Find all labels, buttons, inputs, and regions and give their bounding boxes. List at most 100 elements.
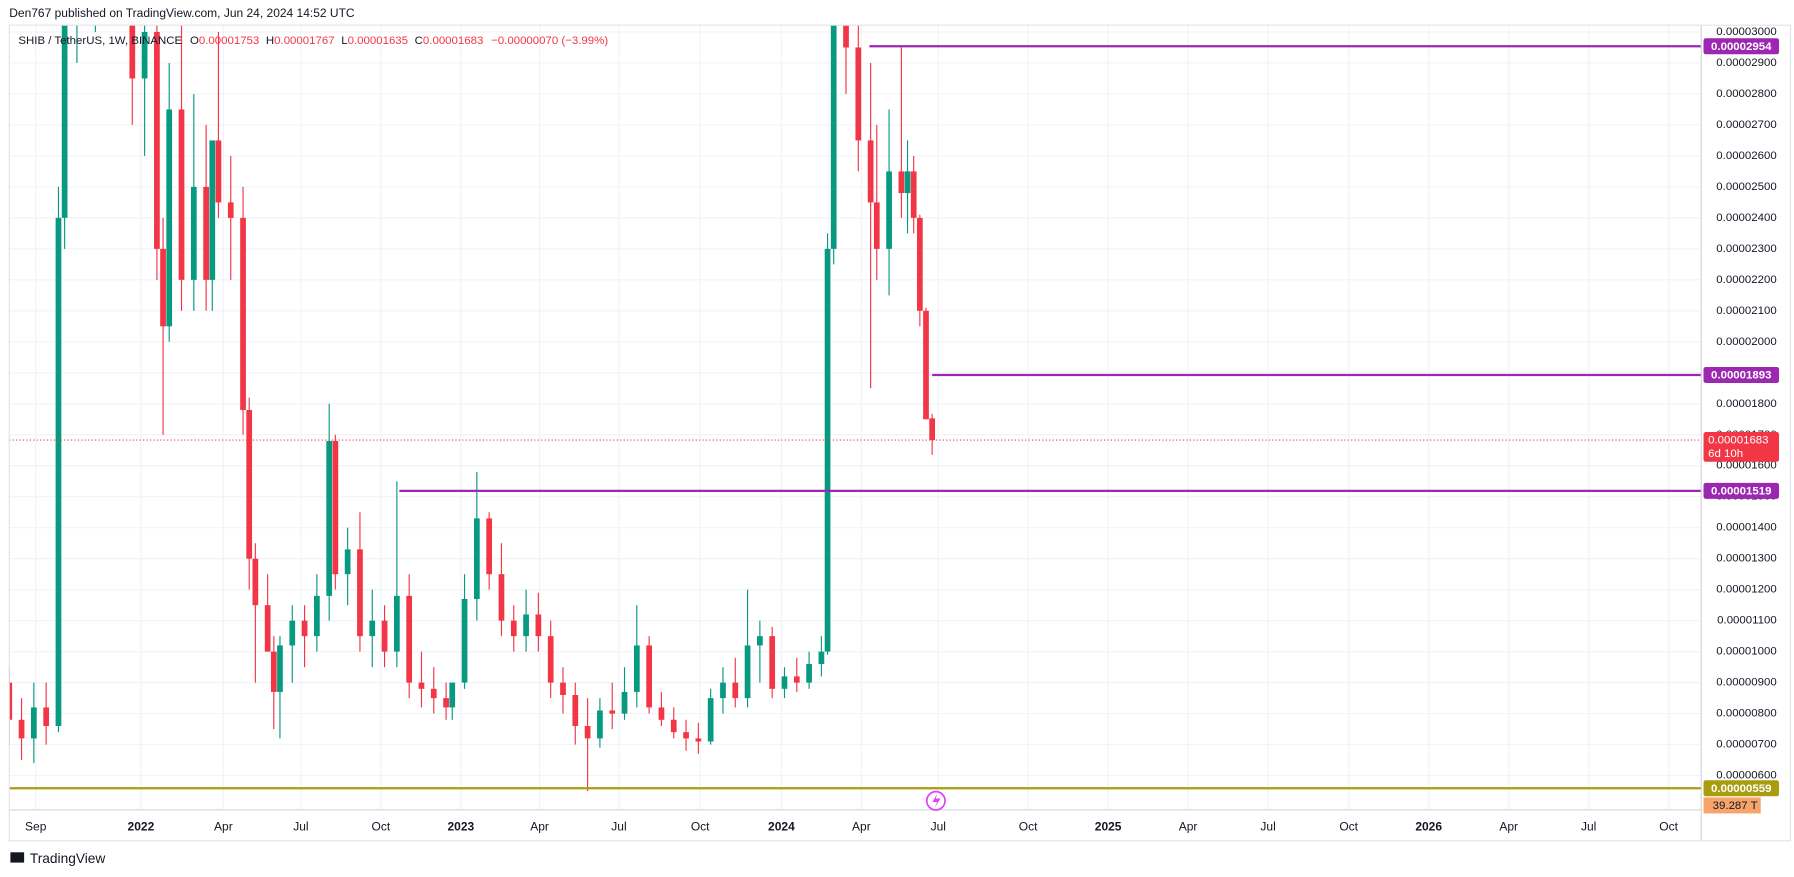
candle-body [658,707,665,720]
candle-body [357,549,363,637]
level-label-box [1703,38,1780,55]
candle-body [277,645,283,692]
candle-body [781,676,788,689]
x-tick-label: 2024 [768,819,795,833]
brand[interactable]: TradingView [30,851,106,866]
x-tick-label: Oct [691,819,710,833]
level-label: 0.00002954 [1711,41,1772,53]
candle-body [166,109,173,327]
candle-body [369,620,376,637]
candle-body [30,707,37,739]
candle-body [209,140,216,280]
candle-body [757,636,763,646]
x-tick-label: Oct [1659,819,1678,833]
candle-body [160,248,166,327]
x-tick-label: Jul [293,819,308,833]
level-label-box [1703,482,1780,499]
c-value: 0.00001683 [423,35,483,47]
brand-logo [10,852,25,863]
frame [8,24,1792,842]
candle-body [61,25,68,218]
candle-body [535,614,542,637]
candle-body [523,614,529,637]
byline: Den767 published on TradingView.com, Jun… [9,6,355,20]
candle-body [929,418,936,441]
l-key: L [341,35,347,47]
candle-body [633,645,640,692]
x-tick-label: Apr [1499,819,1518,833]
candle-body [670,719,677,733]
x-tick-label: 2026 [1415,819,1442,833]
candle-body [264,605,271,652]
candle-body [301,620,308,637]
y-tick-label: 0.00001300 [1716,553,1776,565]
candle-body [178,109,185,280]
candle-body [818,651,825,665]
x-tick-label: Apr [1179,819,1198,833]
y-tick-label: 0.00000700 [1716,739,1776,751]
countdown: 6d 10h [1708,448,1743,460]
candle-body [597,710,603,739]
candle-body [190,186,197,280]
candle-body [609,710,616,714]
candle-body [246,409,253,559]
x-tick-label: Oct [372,819,391,833]
candle-body [394,595,400,652]
candle-body [855,47,862,141]
candle-body [498,574,505,621]
y-tick-label: 0.00002700 [1716,119,1776,131]
candle-body [129,25,136,79]
y-tick-label: 0.00000600 [1716,770,1776,782]
x-tick-label: Apr [214,819,233,833]
candle-body [769,636,776,689]
candle-body [744,645,751,699]
y-tick-label: 0.00000800 [1716,708,1776,720]
x-tick-label: Jul [1260,819,1275,833]
h-value: 0.00001767 [274,35,334,47]
y-tick-label: 0.00002400 [1716,212,1776,224]
candle-body [18,719,25,739]
o-key: O [190,35,199,47]
candle-body [326,440,333,596]
candle-body [806,664,812,683]
y-tick-label: 0.00001000 [1716,646,1776,658]
candle-body [332,440,339,575]
y-tick-label: 0.00002500 [1716,181,1776,193]
candle-body [707,698,714,742]
change: −0.00000070 (−3.99%) [491,35,608,47]
candle-body [695,738,702,742]
x-tick-label: 2023 [448,819,475,833]
y-tick-label: 0.00001800 [1716,398,1776,410]
candle-body [227,202,234,218]
candle-body [560,682,566,696]
x-tick-label: Apr [530,819,549,833]
candle-body [824,248,831,652]
candle-body [289,620,296,646]
y-tick-label: 0.00001200 [1716,584,1776,596]
volume-label-box [1703,797,1761,814]
candle-body [344,549,351,575]
candle-body [621,691,628,714]
x-tick-label: Jul [611,819,626,833]
legend: SHIB / TetherUS, 1W, BINANCE O0.00001753… [18,35,608,47]
candle-body [867,140,874,203]
h-key: H [266,35,274,47]
candle-body [898,171,905,194]
candle-body [873,202,880,249]
candle-body [314,595,320,637]
candle-body [923,310,929,420]
symbol: SHIB / TetherUS, 1W, BINANCE [18,35,182,47]
candle-body [886,171,892,249]
candle-body [406,595,413,683]
y-tick-label: 0.00002600 [1716,150,1776,162]
candle-body [547,636,554,683]
y-tick-label: 0.00002200 [1716,274,1776,286]
x-tick-label: Jul [931,819,946,833]
level-label: 0.00000559 [1711,783,1771,795]
y-tick-label: 0.00002800 [1716,88,1776,100]
candle-body [141,31,148,79]
candle-body [430,688,437,699]
candle-body [449,682,456,708]
